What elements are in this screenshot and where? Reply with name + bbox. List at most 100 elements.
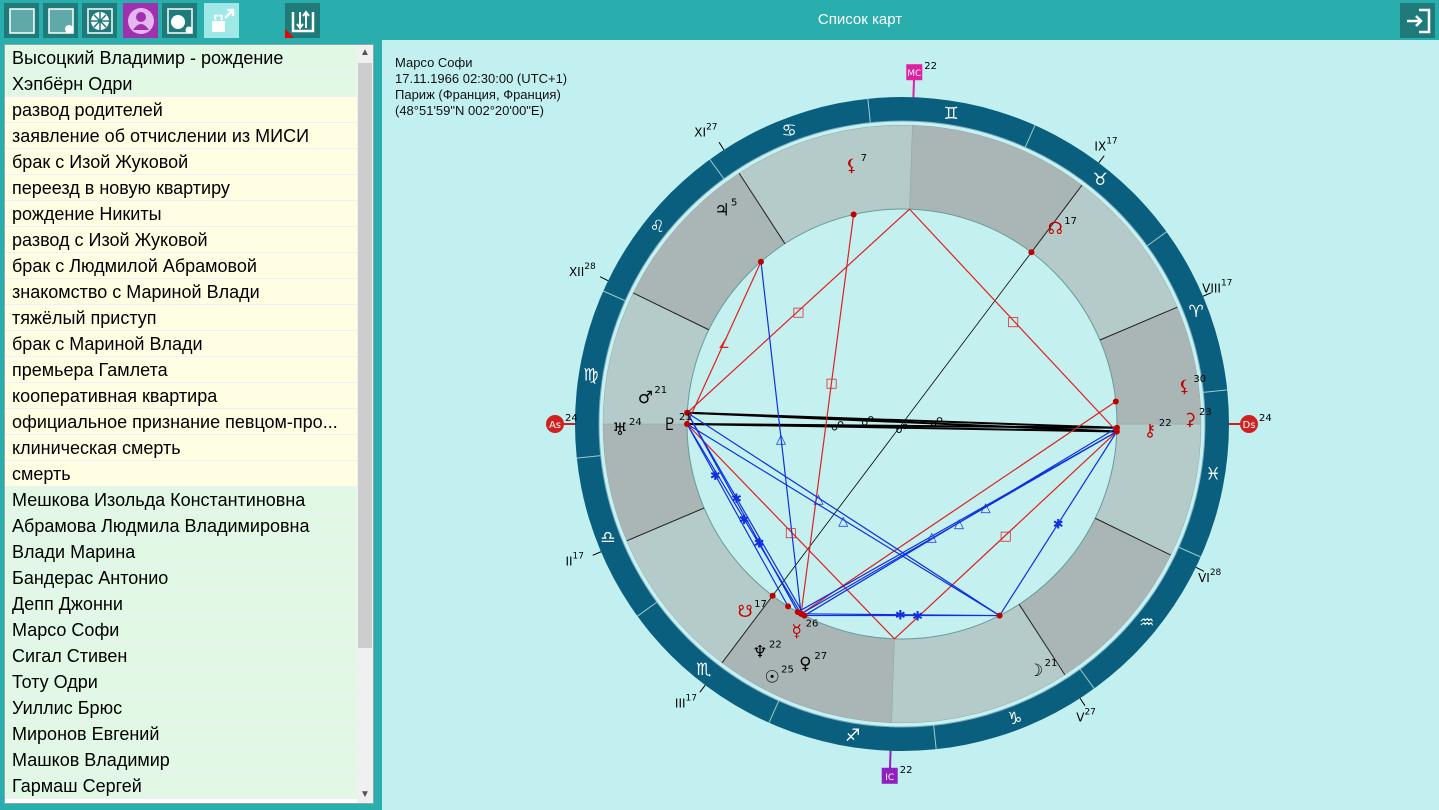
toolbar: Список карт xyxy=(0,0,1439,40)
list-item[interactable]: Машков Владимир xyxy=(5,747,357,773)
list-item[interactable]: Хэпбёрн Одри xyxy=(5,71,357,97)
list-item[interactable]: Марсо Софи xyxy=(5,617,357,643)
list-item[interactable]: Сигал Стивен xyxy=(5,643,357,669)
house-cusp-line xyxy=(1018,604,1066,676)
ceres-planet: ⚳︎ 23 xyxy=(1184,407,1212,430)
house-label: V27 xyxy=(1076,708,1096,725)
sun-point xyxy=(794,609,801,616)
sign-divider xyxy=(768,700,780,723)
house-degree: 27 xyxy=(1084,708,1095,718)
scrollbar[interactable]: ▲ ▼ xyxy=(357,45,373,803)
list-item[interactable]: Гармаш Сергей xyxy=(5,773,357,799)
sort-button[interactable] xyxy=(285,3,320,38)
list-item[interactable]: Мешкова Изольда Константиновна xyxy=(5,487,357,513)
list-item[interactable]: Бандерас Антонио xyxy=(5,565,357,591)
house-degree: 17 xyxy=(686,694,697,704)
list-item[interactable]: брак с Мариной Влади xyxy=(5,331,357,357)
list-item[interactable]: развод с Изой Жуковой xyxy=(5,227,357,253)
scroll-up-icon[interactable]: ▲ xyxy=(360,47,370,58)
lilith-point xyxy=(850,211,857,218)
sign-glyph-icon: ♎︎ xyxy=(600,528,615,548)
house-cusp-line xyxy=(1095,517,1171,556)
list-item[interactable]: переезд в новую квартиру xyxy=(5,175,357,201)
list-item[interactable]: Уиллис Брюс xyxy=(5,695,357,721)
mercury-icon: ☿︎ xyxy=(791,622,801,642)
uranus-planet: ♅︎ 24 xyxy=(612,417,641,440)
list-item[interactable]: Депп Джонни xyxy=(5,591,357,617)
house-number: VIII xyxy=(1202,282,1221,296)
aspect-line-square xyxy=(686,208,910,414)
house-cusp-line xyxy=(626,507,705,542)
uranus-degree: 24 xyxy=(629,417,642,428)
aspect-line-trine xyxy=(686,423,1000,617)
aspect-line-sextile xyxy=(686,412,805,616)
list-item[interactable]: кооперативная квартира xyxy=(5,383,357,409)
sign-glyph-icon: ♐︎ xyxy=(845,726,860,746)
aspect-line-opposition xyxy=(686,423,1117,429)
aspect-line-trine xyxy=(760,261,802,614)
aspect-symbol-opposition: ☍ xyxy=(895,422,908,437)
sign-divider xyxy=(709,159,725,180)
list-item[interactable]: смерть xyxy=(5,461,357,487)
list-item[interactable]: премьера Гамлета xyxy=(5,357,357,383)
sign-divider xyxy=(637,601,658,617)
house-degree: 27 xyxy=(706,122,717,132)
moon-degree: 21 xyxy=(1045,658,1058,669)
dsc-label: Ds xyxy=(1243,420,1256,431)
moon-icon: ☽︎ xyxy=(1028,661,1043,681)
aspect-symbol-semisquare: ∠ xyxy=(718,337,730,352)
list-item[interactable]: рождение Никиты xyxy=(5,201,357,227)
north-node-degree: 17 xyxy=(1064,216,1077,227)
moon-planet: ☽︎ 21 xyxy=(1028,658,1057,681)
list-item[interactable]: клиническая смерть xyxy=(5,435,357,461)
user-icon xyxy=(127,7,154,34)
aspect-symbol-trine: △ xyxy=(954,517,964,532)
list-item[interactable]: брак с Изой Жуковой xyxy=(5,149,357,175)
house-degree: 28 xyxy=(1210,568,1222,578)
blank-chart-icon xyxy=(8,7,35,34)
ceres-icon: ⚳︎ xyxy=(1184,410,1196,430)
birth-place: Париж (Франция, Франция) xyxy=(395,87,561,102)
sign-glyph-icon: ♑︎ xyxy=(1007,709,1022,729)
house-number: VI xyxy=(1198,571,1210,585)
house-label: VI28 xyxy=(1198,568,1221,585)
list-item[interactable]: Влади Марина xyxy=(5,539,357,565)
list-item[interactable]: Миронов Евгений xyxy=(5,721,357,747)
house-degree: 17 xyxy=(1106,136,1117,146)
aspect-symbol-square: □ xyxy=(792,305,804,320)
aspect-line-minor xyxy=(800,401,1117,615)
list-item[interactable]: тяжёлый приступ xyxy=(5,305,357,331)
aspect-symbol-square: □ xyxy=(785,525,797,540)
list-item[interactable]: развод родителей xyxy=(5,97,357,123)
asc-degree: 24 xyxy=(565,413,578,424)
natal-chart-wheel[interactable]: ♈︎♉︎♊︎♋︎♌︎♍︎♎︎♏︎♐︎♑︎♒︎♓︎II17III17V27VI28… xyxy=(380,42,1439,810)
lilith2-icon: ⚸︎ xyxy=(1178,377,1190,397)
person-chart-button[interactable] xyxy=(43,3,78,38)
list-item[interactable]: Высоцкий Владимир - рождение xyxy=(5,45,357,71)
house-number: XII xyxy=(569,265,584,279)
list-item[interactable]: заявление об отчислении из МИСИ xyxy=(5,123,357,149)
uranus-icon: ♅︎ xyxy=(612,420,627,440)
list-item[interactable]: Абрамова Людмила Владимировна xyxy=(5,513,357,539)
gift-transit-button[interactable] xyxy=(204,3,239,38)
user-button[interactable] xyxy=(123,3,158,38)
chart-settings-button[interactable] xyxy=(162,3,197,38)
list-item[interactable]: брак с Людмилой Абрамовой xyxy=(5,253,357,279)
list-item[interactable]: Тоту Одри xyxy=(5,669,357,695)
exit-button[interactable] xyxy=(1400,3,1435,38)
ceres-point xyxy=(1113,424,1120,431)
mc-label: MC xyxy=(907,69,921,79)
wheel-icon xyxy=(86,7,113,34)
asc-marker: As 24 xyxy=(546,413,578,433)
blank-chart-button[interactable] xyxy=(4,3,39,38)
house-cusp-line xyxy=(1030,184,1083,253)
mercury-planet: ☿︎ 26 xyxy=(791,619,818,642)
scroll-down-icon[interactable]: ▼ xyxy=(360,789,370,800)
list-item[interactable]: официальное признание певцом-про... xyxy=(5,409,357,435)
aspect-symbol-trine: △ xyxy=(927,530,937,545)
house-degree: 28 xyxy=(584,262,596,272)
scrollbar-thumb[interactable] xyxy=(358,63,372,648)
sign-divider xyxy=(1178,546,1201,558)
wheel-button[interactable] xyxy=(82,3,117,38)
list-item[interactable]: знакомство с Мариной Влади xyxy=(5,279,357,305)
